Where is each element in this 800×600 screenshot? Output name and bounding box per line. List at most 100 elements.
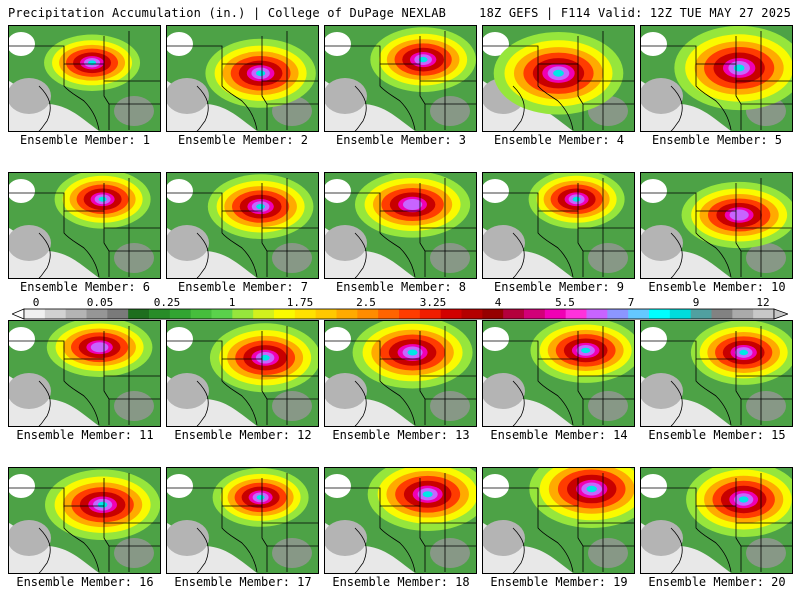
ensemble-map-16 — [8, 467, 161, 574]
ensemble-member-label: Ensemble Member: 20 — [648, 575, 786, 589]
ensemble-map-19 — [482, 467, 635, 574]
ensemble-member-label: Ensemble Member: 16 — [16, 575, 154, 589]
precip-field — [641, 26, 792, 131]
ensemble-map-5 — [640, 25, 793, 132]
ensemble-map-10 — [640, 172, 793, 279]
color-swatch — [149, 309, 171, 319]
color-swatch — [419, 309, 442, 319]
color-swatch — [649, 309, 671, 319]
ensemble-member-label: Ensemble Member: 6 — [19, 280, 151, 294]
precip-field — [9, 468, 160, 573]
color-swatch — [86, 309, 108, 319]
color-scale-tick-label: 5.5 — [555, 296, 575, 309]
precip-field — [167, 26, 318, 131]
precip-field — [641, 468, 792, 573]
ensemble-map-3 — [324, 25, 477, 132]
precip-field — [9, 321, 160, 426]
color-swatch — [211, 309, 233, 319]
color-swatch — [669, 309, 692, 319]
color-swatch — [628, 309, 650, 319]
color-swatch — [461, 309, 483, 319]
color-swatch — [232, 309, 254, 319]
precip-field — [641, 173, 792, 278]
ensemble-map-4 — [482, 25, 635, 132]
color-swatch — [378, 309, 400, 319]
color-scale-tick-label: 7 — [627, 296, 635, 309]
ensemble-map-8 — [324, 172, 477, 279]
ensemble-member-label: Ensemble Member: 3 — [335, 133, 467, 147]
precip-field — [325, 321, 476, 426]
ensemble-map-18 — [324, 467, 477, 574]
color-scale-tick-label: 9 — [692, 296, 700, 309]
color-swatch — [607, 309, 629, 319]
ensemble-map-14 — [482, 320, 635, 427]
ensemble-map-20 — [640, 467, 793, 574]
color-swatch — [294, 309, 317, 319]
ensemble-member-label: Ensemble Member: 1 — [19, 133, 151, 147]
ensemble-member-label: Ensemble Member: 4 — [493, 133, 625, 147]
ensemble-member-label: Ensemble Member: 7 — [177, 280, 309, 294]
precip-field — [167, 468, 318, 573]
precip-field — [9, 26, 160, 131]
precip-field — [641, 321, 792, 426]
color-swatch — [690, 309, 712, 319]
color-scale-tick-label: 0.05 — [86, 296, 114, 309]
ensemble-member-label: Ensemble Member: 5 — [651, 133, 783, 147]
ensemble-map-1 — [8, 25, 161, 132]
color-scale-tick-label: 12 — [756, 296, 770, 309]
color-swatch — [128, 309, 150, 319]
color-scale-tick-label: 0.25 — [153, 296, 181, 309]
ensemble-map-2 — [166, 25, 319, 132]
ensemble-member-label: Ensemble Member: 2 — [177, 133, 309, 147]
color-swatch — [190, 309, 212, 319]
map-title: Precipitation Accumulation (in.) | Colle… — [8, 6, 447, 20]
color-swatch — [399, 309, 421, 319]
precip-field — [167, 173, 318, 278]
color-swatch — [357, 309, 379, 319]
precipitation-color-scale — [12, 308, 788, 320]
precip-field — [483, 321, 634, 426]
ensemble-member-label: Ensemble Member: 9 — [493, 280, 625, 294]
color-swatch — [753, 309, 775, 319]
precip-field — [325, 26, 476, 131]
ensemble-member-label: Ensemble Member: 12 — [174, 428, 312, 442]
color-swatch — [524, 309, 546, 319]
color-scale-tick-label: 3.25 — [419, 296, 447, 309]
model-run-info: 18Z GEFS | F114 Valid: 12Z TUE MAY 27 20… — [479, 6, 791, 20]
color-swatch — [586, 309, 608, 319]
precip-field — [483, 26, 634, 131]
precip-field — [483, 468, 634, 573]
ensemble-map-17 — [166, 467, 319, 574]
ensemble-member-label: Ensemble Member: 18 — [332, 575, 470, 589]
color-swatch — [336, 309, 358, 319]
precip-field — [483, 173, 634, 278]
color-swatch — [482, 309, 504, 319]
ensemble-map-15 — [640, 320, 793, 427]
color-swatch — [544, 309, 567, 319]
ensemble-member-label: Ensemble Member: 13 — [332, 428, 470, 442]
ensemble-member-label: Ensemble Member: 10 — [648, 280, 786, 294]
color-swatch — [65, 309, 87, 319]
color-swatch — [565, 309, 587, 319]
color-scale-tick-label: 0 — [32, 296, 40, 309]
ensemble-member-label: Ensemble Member: 11 — [16, 428, 154, 442]
precip-field — [325, 468, 476, 573]
ensemble-map-12 — [166, 320, 319, 427]
color-swatch — [24, 309, 46, 319]
ensemble-member-label: Ensemble Member: 17 — [174, 575, 312, 589]
color-swatch — [253, 309, 275, 319]
color-swatch — [732, 309, 754, 319]
ensemble-map-13 — [324, 320, 477, 427]
ensemble-map-9 — [482, 172, 635, 279]
color-swatch — [315, 309, 337, 319]
ensemble-member-label: Ensemble Member: 19 — [490, 575, 628, 589]
color-swatch — [274, 309, 296, 319]
color-scale-tick-label: 1.75 — [286, 296, 314, 309]
color-scale-tick-label: 2.5 — [356, 296, 376, 309]
color-scale-tick-label: 4 — [494, 296, 502, 309]
precip-field — [325, 173, 476, 278]
ensemble-member-label: Ensemble Member: 8 — [335, 280, 467, 294]
color-swatch — [107, 309, 129, 319]
color-swatch — [169, 309, 192, 319]
precip-field — [167, 321, 318, 426]
